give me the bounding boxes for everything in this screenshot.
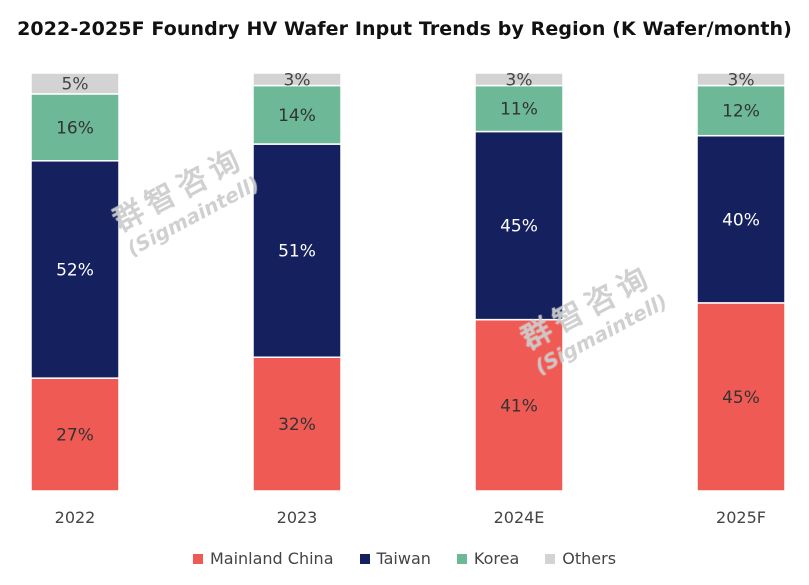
data-label-mainland-china-2025f: 45% <box>722 388 760 408</box>
data-label-others-2022: 5% <box>62 74 89 94</box>
data-label-others-2023: 3% <box>284 70 311 90</box>
data-label-korea-2023: 14% <box>278 106 316 126</box>
data-label-korea-2024e: 11% <box>500 100 538 120</box>
bar-mainland-china-2024e <box>474 318 564 492</box>
bar-taiwan-2025f <box>696 134 786 304</box>
data-label-others-2025f: 3% <box>728 70 755 90</box>
bar-mainland-china-2025f <box>696 302 786 492</box>
legend-item-others: Others <box>545 549 616 568</box>
bar-others-2024e <box>474 72 564 87</box>
legend-swatch-others <box>545 553 556 564</box>
bar-taiwan-2024e <box>474 130 564 321</box>
bar-mainland-china-2023 <box>252 356 342 492</box>
category-label-2022: 2022 <box>55 508 96 527</box>
data-label-korea-2025f: 12% <box>722 102 760 122</box>
legend-label-taiwan: Taiwan <box>376 549 431 568</box>
data-label-taiwan-2024e: 45% <box>500 217 538 237</box>
legend-item-taiwan: Taiwan <box>359 549 431 568</box>
legend-item-korea: Korea <box>456 549 520 568</box>
data-label-mainland-china-2023: 32% <box>278 415 316 435</box>
legend-label-others: Others <box>562 549 617 568</box>
bar-korea-2022 <box>30 93 120 162</box>
legend-swatch-taiwan <box>359 553 370 564</box>
legend-swatch-korea <box>456 553 467 564</box>
legend: Mainland China Taiwan Korea Others <box>0 549 809 568</box>
legend-label-mainland-china: Mainland China <box>209 549 334 568</box>
legend-item-mainland-china: Mainland China <box>192 549 334 568</box>
data-label-mainland-china-2022: 27% <box>56 426 94 446</box>
data-label-taiwan-2023: 51% <box>278 242 316 262</box>
chart-title: 2022-2025F Foundry HV Wafer Input Trends… <box>17 18 792 40</box>
legend-label-korea: Korea <box>473 549 520 568</box>
bar-others-2025f <box>696 72 786 87</box>
bar-mainland-china-2022 <box>30 377 120 492</box>
legend-swatch-mainland-china <box>192 553 203 564</box>
category-label-2024e: 2024E <box>494 508 545 527</box>
category-label-2023: 2023 <box>277 508 318 527</box>
bar-others-2023 <box>252 72 342 87</box>
data-label-taiwan-2025f: 40% <box>722 210 760 230</box>
data-label-korea-2022: 16% <box>56 118 94 138</box>
bar-taiwan-2022 <box>30 160 120 379</box>
bar-korea-2025f <box>696 84 786 137</box>
category-label-2025f: 2025F <box>716 508 766 527</box>
bar-taiwan-2023 <box>252 143 342 358</box>
bar-others-2022 <box>30 72 120 95</box>
data-label-others-2024e: 3% <box>506 70 533 90</box>
data-label-mainland-china-2024e: 41% <box>500 396 538 416</box>
bar-korea-2024e <box>474 84 564 133</box>
data-label-taiwan-2022: 52% <box>56 260 94 280</box>
